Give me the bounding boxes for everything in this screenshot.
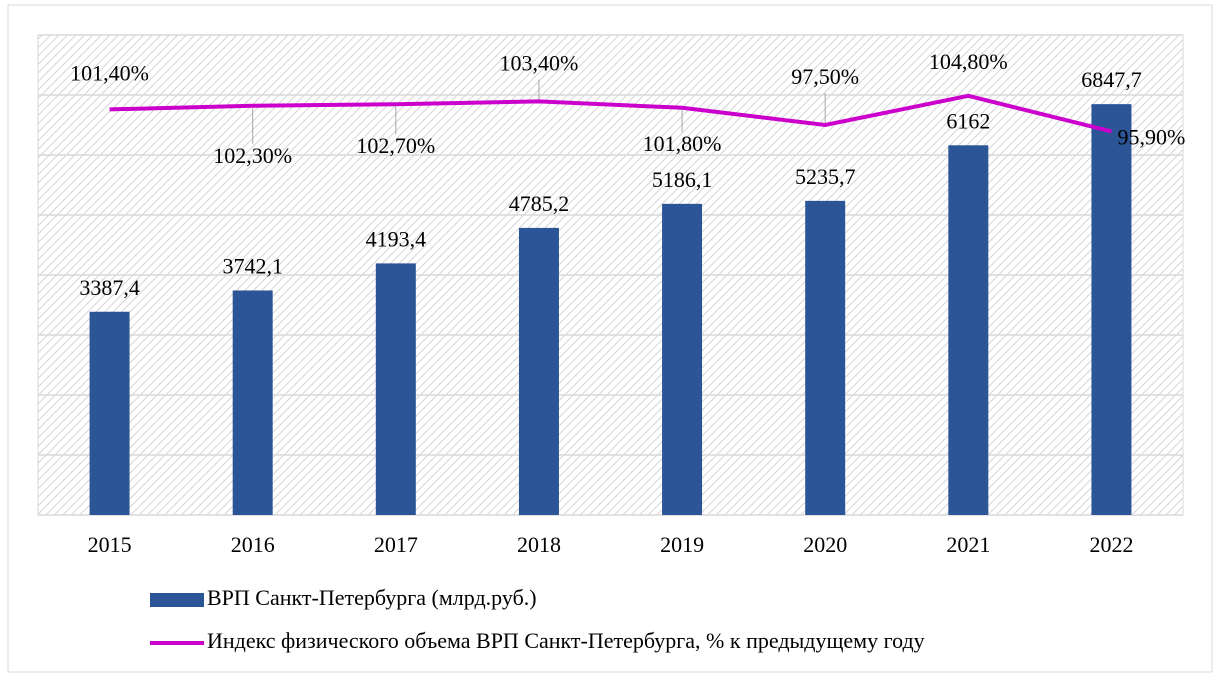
x-tick-label: 2017 [374, 532, 418, 557]
data-label: 102,30% [213, 143, 292, 168]
x-tick-label: 2021 [946, 532, 990, 557]
bar [1091, 104, 1132, 515]
data-label: 5186,1 [652, 167, 713, 192]
x-tick-label: 2016 [231, 532, 275, 557]
data-label: 101,40% [70, 60, 149, 85]
x-tick-label: 2020 [803, 532, 847, 557]
data-label: 97,50% [791, 64, 859, 89]
data-label: 104,80% [929, 49, 1008, 74]
data-label: 103,40% [500, 50, 579, 75]
x-tick-label: 2019 [660, 532, 704, 557]
x-tick-label: 2015 [88, 532, 132, 557]
data-label: 6162 [946, 108, 990, 133]
legend-label: Индекс физического объема ВРП Санкт-Пете… [207, 628, 925, 653]
bar [662, 203, 703, 516]
data-label: 3387,4 [79, 275, 140, 300]
data-label: 101,80% [643, 131, 722, 156]
bar [518, 227, 559, 515]
legend-swatch [150, 593, 204, 607]
bar [375, 263, 416, 515]
data-label: 4193,4 [366, 226, 427, 251]
data-label: 3742,1 [222, 254, 283, 279]
bar [805, 200, 846, 515]
data-label: 95,90% [1118, 124, 1186, 149]
x-tick-label: 2022 [1089, 532, 1133, 557]
line [109, 93, 1112, 134]
bar [89, 311, 130, 515]
data-label: 6847,7 [1081, 67, 1142, 92]
data-label: 5235,7 [795, 164, 856, 189]
bar [232, 290, 273, 515]
data-label: 102,70% [356, 133, 435, 158]
legend-label: ВРП Санкт-Петербурга (млрд.руб.) [207, 585, 537, 610]
x-tick-label: 2018 [517, 532, 561, 557]
bar [948, 145, 989, 515]
data-label: 4785,2 [509, 191, 570, 216]
